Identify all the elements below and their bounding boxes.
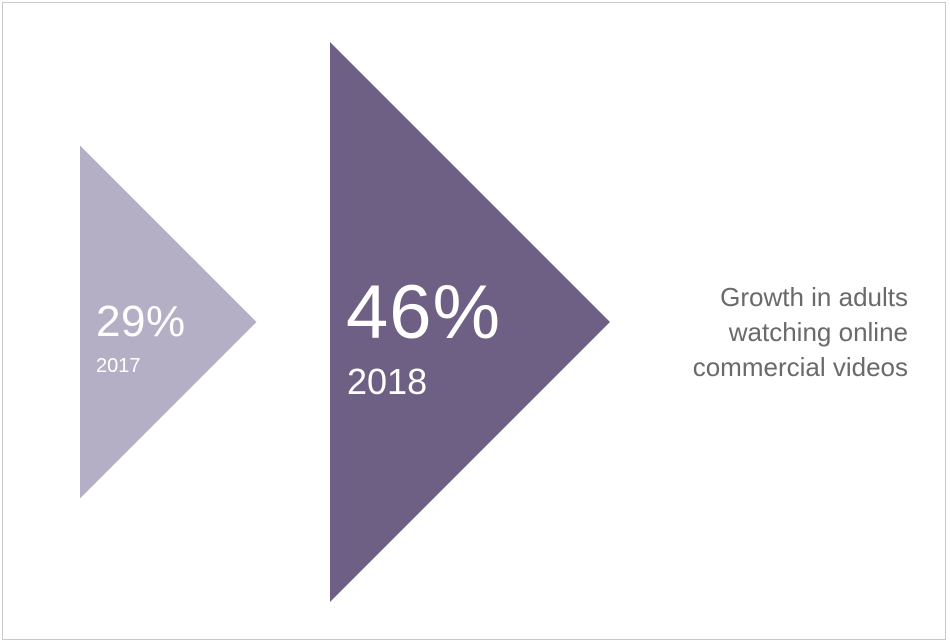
- triangle-2017: [80, 145, 257, 499]
- chart-caption: Growth in adults watching online commerc…: [692, 282, 908, 382]
- triangle-2018: [330, 42, 610, 602]
- category-label-2018: 2018: [347, 361, 428, 402]
- value-label-2018: 46%: [346, 270, 502, 355]
- value-label-2017: 29%: [96, 297, 186, 346]
- category-label-2017: 2017: [96, 355, 141, 377]
